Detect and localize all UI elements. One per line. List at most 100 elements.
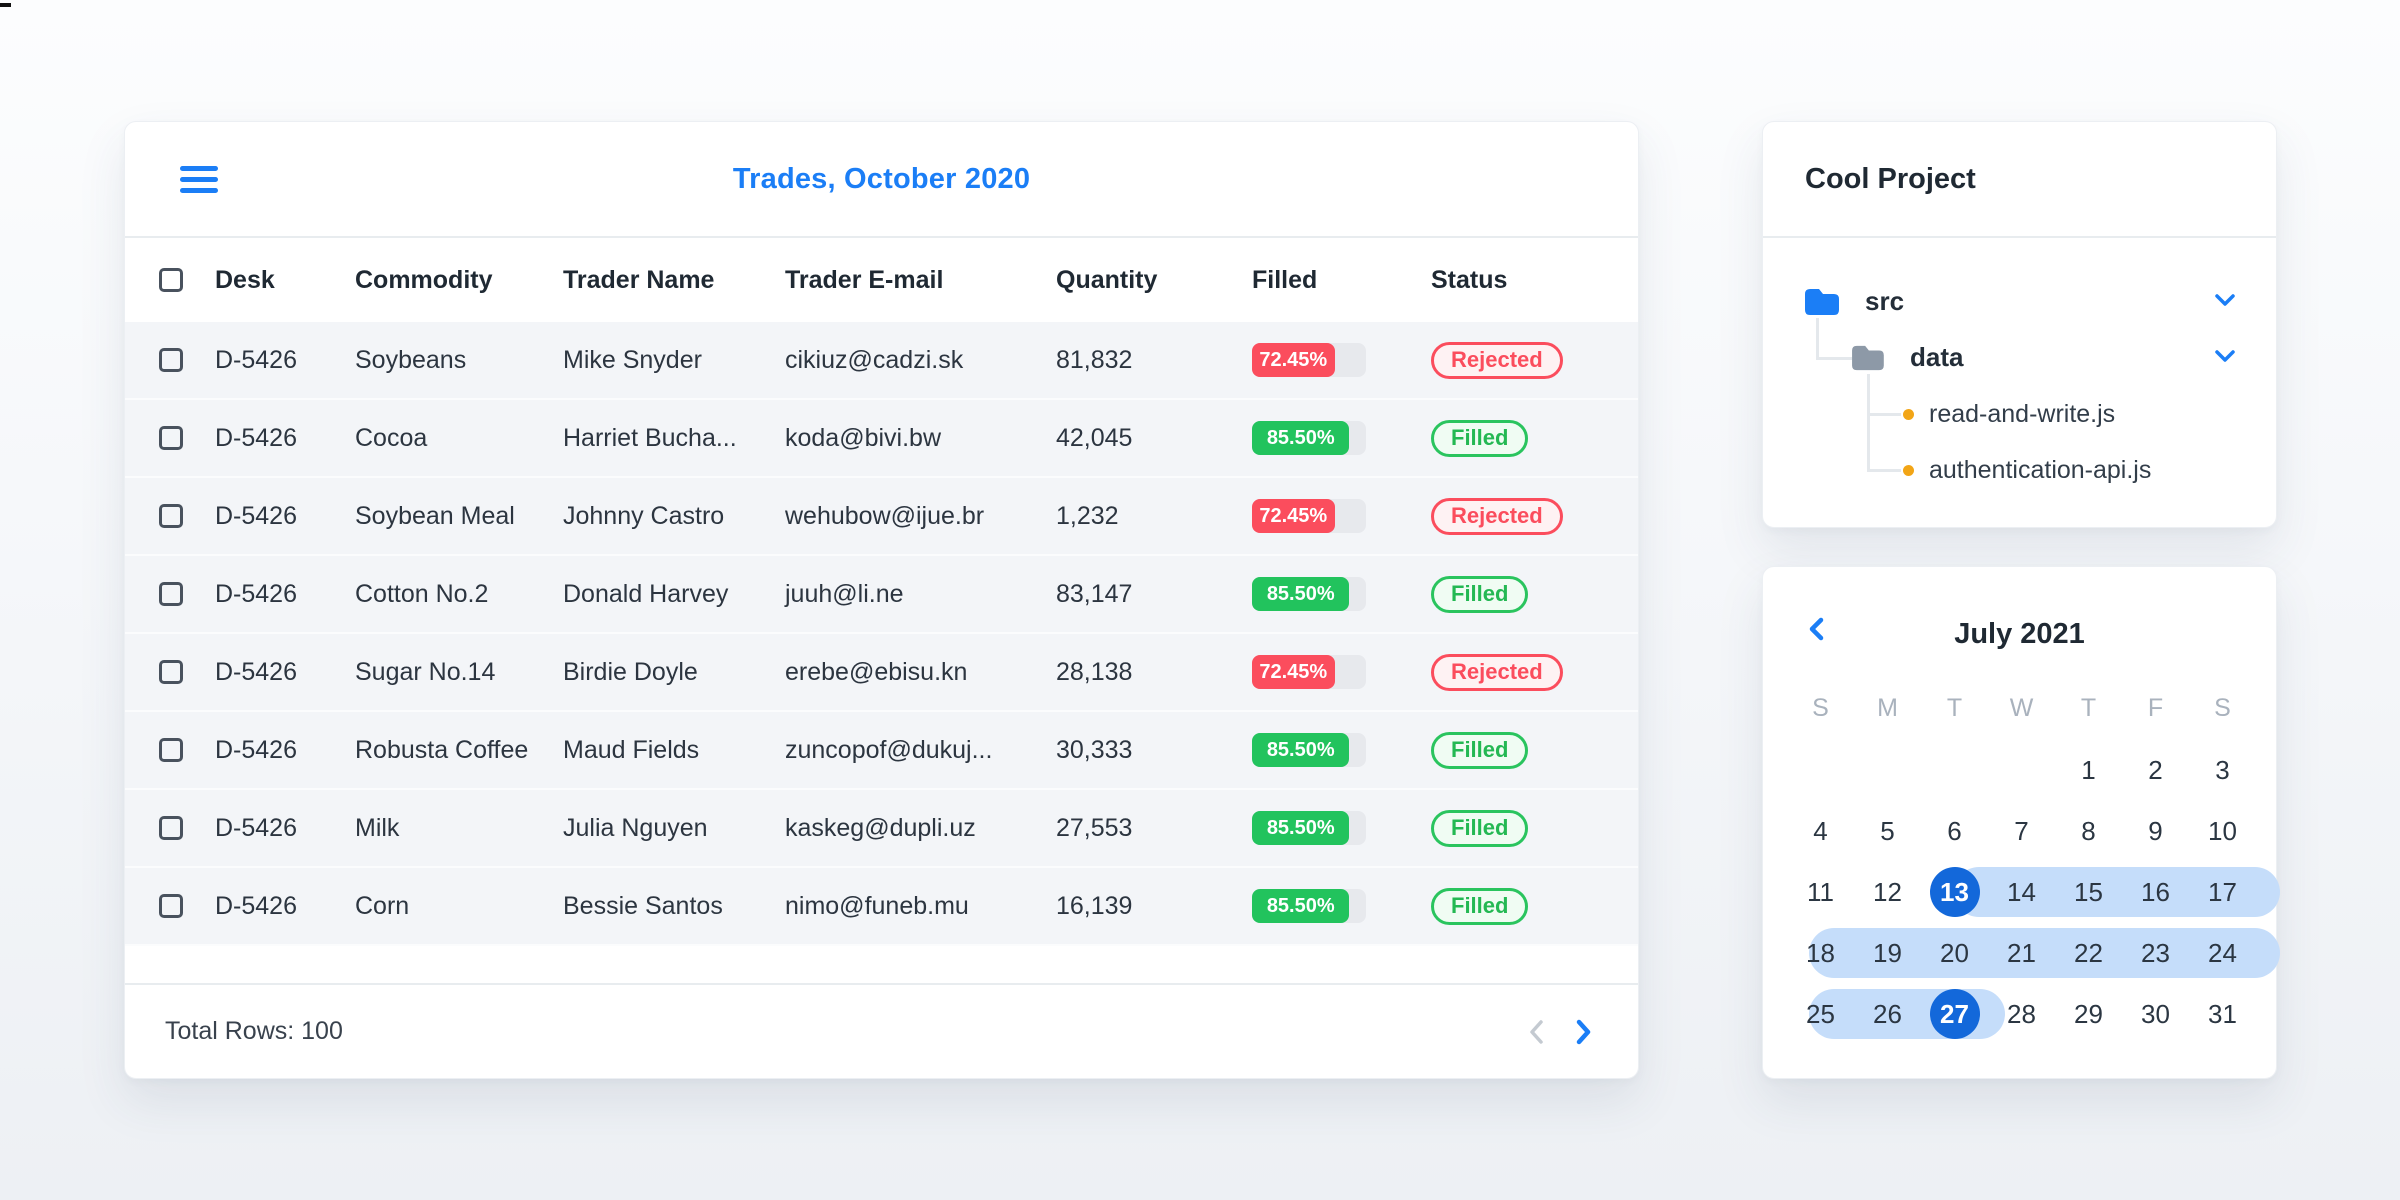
calendar-grid: S M T W T F S 1 2 3 4 5 6 7 8 9 10: [1763, 691, 2280, 1039]
calendar-day[interactable]: 11: [1807, 876, 1834, 907]
select-all-checkbox[interactable]: [159, 268, 183, 292]
calendar-day[interactable]: 24: [2208, 937, 2237, 968]
status-badge: Filled: [1431, 731, 1529, 769]
tree-item-file[interactable]: authentication-api.js: [1929, 456, 2151, 485]
status-badge: Filled: [1431, 419, 1529, 457]
calendar-day: [1787, 745, 1854, 795]
cell-email: zuncopof@dukuj...: [785, 735, 993, 764]
calendar-week: 18 19 20 21 22 23 24: [1787, 928, 2280, 978]
row-checkbox[interactable]: [159, 582, 183, 606]
dow-label: T: [2080, 693, 2097, 722]
row-checkbox[interactable]: [159, 426, 183, 450]
calendar-day-range-end[interactable]: 27: [1929, 989, 1980, 1039]
hamburger-menu-icon[interactable]: [180, 166, 218, 193]
chevron-right-icon: [1576, 1019, 1591, 1044]
calendar-day[interactable]: 26: [1873, 998, 1902, 1029]
cell-email: erebe@ebisu.kn: [785, 657, 968, 686]
calendar-day[interactable]: 16: [2141, 876, 2170, 907]
calendar-week: 1 2 3: [1787, 745, 2276, 795]
cell-trader: Julia Nguyen: [563, 813, 708, 842]
column-header-email[interactable]: Trader E-mail: [785, 265, 944, 294]
calendar-day[interactable]: 20: [1940, 937, 1969, 968]
cell-trader: Donald Harvey: [563, 579, 729, 608]
table-row: D-5426 Cotton No.2 Donald Harvey juuh@li…: [125, 556, 1638, 634]
calendar-card: July 2021 S M T W T F S 1 2 3 4 5 6 7 8 …: [1762, 566, 2280, 1079]
dow-label: M: [1877, 693, 1898, 722]
calendar-day[interactable]: 17: [2208, 876, 2237, 907]
cell-commodity: Soybeans: [355, 345, 467, 374]
column-header-quantity[interactable]: Quantity: [1056, 265, 1158, 294]
calendar-day[interactable]: 25: [1806, 998, 1835, 1029]
column-header-status[interactable]: Status: [1431, 265, 1508, 294]
next-page-button[interactable]: [1576, 1019, 1592, 1045]
previous-page-button[interactable]: [1528, 1019, 1544, 1045]
calendar-day[interactable]: 6: [1947, 815, 1962, 846]
row-checkbox[interactable]: [159, 504, 183, 528]
calendar-day[interactable]: 23: [2141, 937, 2170, 968]
calendar-day[interactable]: 12: [1873, 876, 1902, 907]
row-checkbox[interactable]: [159, 660, 183, 684]
calendar-day[interactable]: 3: [2215, 754, 2230, 785]
calendar-day[interactable]: 5: [1880, 815, 1895, 846]
folder-icon: [1805, 288, 1839, 315]
column-header-desk[interactable]: Desk: [215, 265, 275, 294]
chevron-down-icon[interactable]: [2215, 350, 2235, 362]
calendar-day[interactable]: 1: [2081, 754, 2096, 785]
tree-item-src[interactable]: src: [1803, 286, 1904, 317]
calendar-day[interactable]: 10: [2208, 815, 2237, 846]
calendar-day[interactable]: 14: [2007, 876, 2036, 907]
row-checkbox[interactable]: [159, 348, 183, 372]
cell-trader: Mike Snyder: [563, 345, 702, 374]
tree-item-file[interactable]: read-and-write.js: [1929, 400, 2115, 429]
table-row: D-5426 Soybeans Mike Snyder cikiuz@cadzi…: [125, 322, 1638, 400]
calendar-day[interactable]: 9: [2148, 815, 2163, 846]
row-checkbox[interactable]: [159, 894, 183, 918]
table-row: D-5426 Milk Julia Nguyen kaskeg@dupli.uz…: [125, 790, 1638, 868]
cell-commodity: Sugar No.14: [355, 657, 496, 686]
cell-trader: Bessie Santos: [563, 891, 723, 920]
calendar-day[interactable]: 31: [2208, 998, 2237, 1029]
column-header-row: Desk Commodity Trader Name Trader E-mail…: [125, 238, 1638, 322]
calendar-day[interactable]: 22: [2074, 937, 2103, 968]
calendar-day[interactable]: 21: [2007, 937, 2036, 968]
screenshot-artifact: [0, 3, 11, 7]
calendar-day[interactable]: 30: [2141, 998, 2170, 1029]
table-row: D-5426 Sugar No.14 Birdie Doyle erebe@eb…: [125, 634, 1638, 712]
cell-trader: Maud Fields: [563, 735, 700, 764]
status-badge: Filled: [1431, 575, 1529, 613]
column-header-commodity[interactable]: Commodity: [355, 265, 493, 294]
cell-commodity: Milk: [355, 813, 400, 842]
column-header-filled[interactable]: Filled: [1252, 265, 1318, 294]
filled-progress-bar: 85.50%: [1252, 577, 1366, 611]
cell-desk: D-5426: [215, 501, 297, 530]
row-checkbox[interactable]: [159, 816, 183, 840]
calendar-day[interactable]: 2: [2148, 754, 2163, 785]
calendar-day[interactable]: 4: [1813, 815, 1828, 846]
cell-desk: D-5426: [215, 423, 297, 452]
column-header-trader[interactable]: Trader Name: [563, 265, 715, 294]
cell-quantity: 83,147: [1056, 579, 1133, 608]
cell-commodity: Cocoa: [355, 423, 428, 452]
tree-item-data[interactable]: data: [1850, 342, 1963, 373]
calendar-day[interactable]: 18: [1806, 937, 1835, 968]
calendar-day[interactable]: 19: [1873, 937, 1902, 968]
table-header: Trades, October 2020: [125, 122, 1638, 238]
calendar-day: [1854, 745, 1921, 795]
calendar-day-range-start[interactable]: 13: [1929, 867, 1980, 917]
cell-email: nimo@funeb.mu: [785, 891, 969, 920]
status-badge: Rejected: [1431, 341, 1563, 379]
row-checkbox[interactable]: [159, 738, 183, 762]
calendar-day[interactable]: 28: [2007, 998, 2036, 1029]
chevron-down-icon[interactable]: [2215, 294, 2235, 306]
calendar-day[interactable]: 29: [2074, 998, 2103, 1029]
cell-commodity: Soybean Meal: [355, 501, 515, 530]
cell-trader: Birdie Doyle: [563, 657, 698, 686]
tree-connector: [1816, 357, 1852, 360]
calendar-day[interactable]: 15: [2074, 876, 2103, 907]
cell-desk: D-5426: [215, 657, 297, 686]
previous-month-button[interactable]: [1807, 617, 1825, 644]
calendar-day[interactable]: 8: [2081, 815, 2096, 846]
trades-table-card: Trades, October 2020 Desk Commodity Trad…: [124, 121, 1639, 1079]
folder-label: data: [1910, 342, 1964, 372]
calendar-day[interactable]: 7: [2014, 815, 2029, 846]
